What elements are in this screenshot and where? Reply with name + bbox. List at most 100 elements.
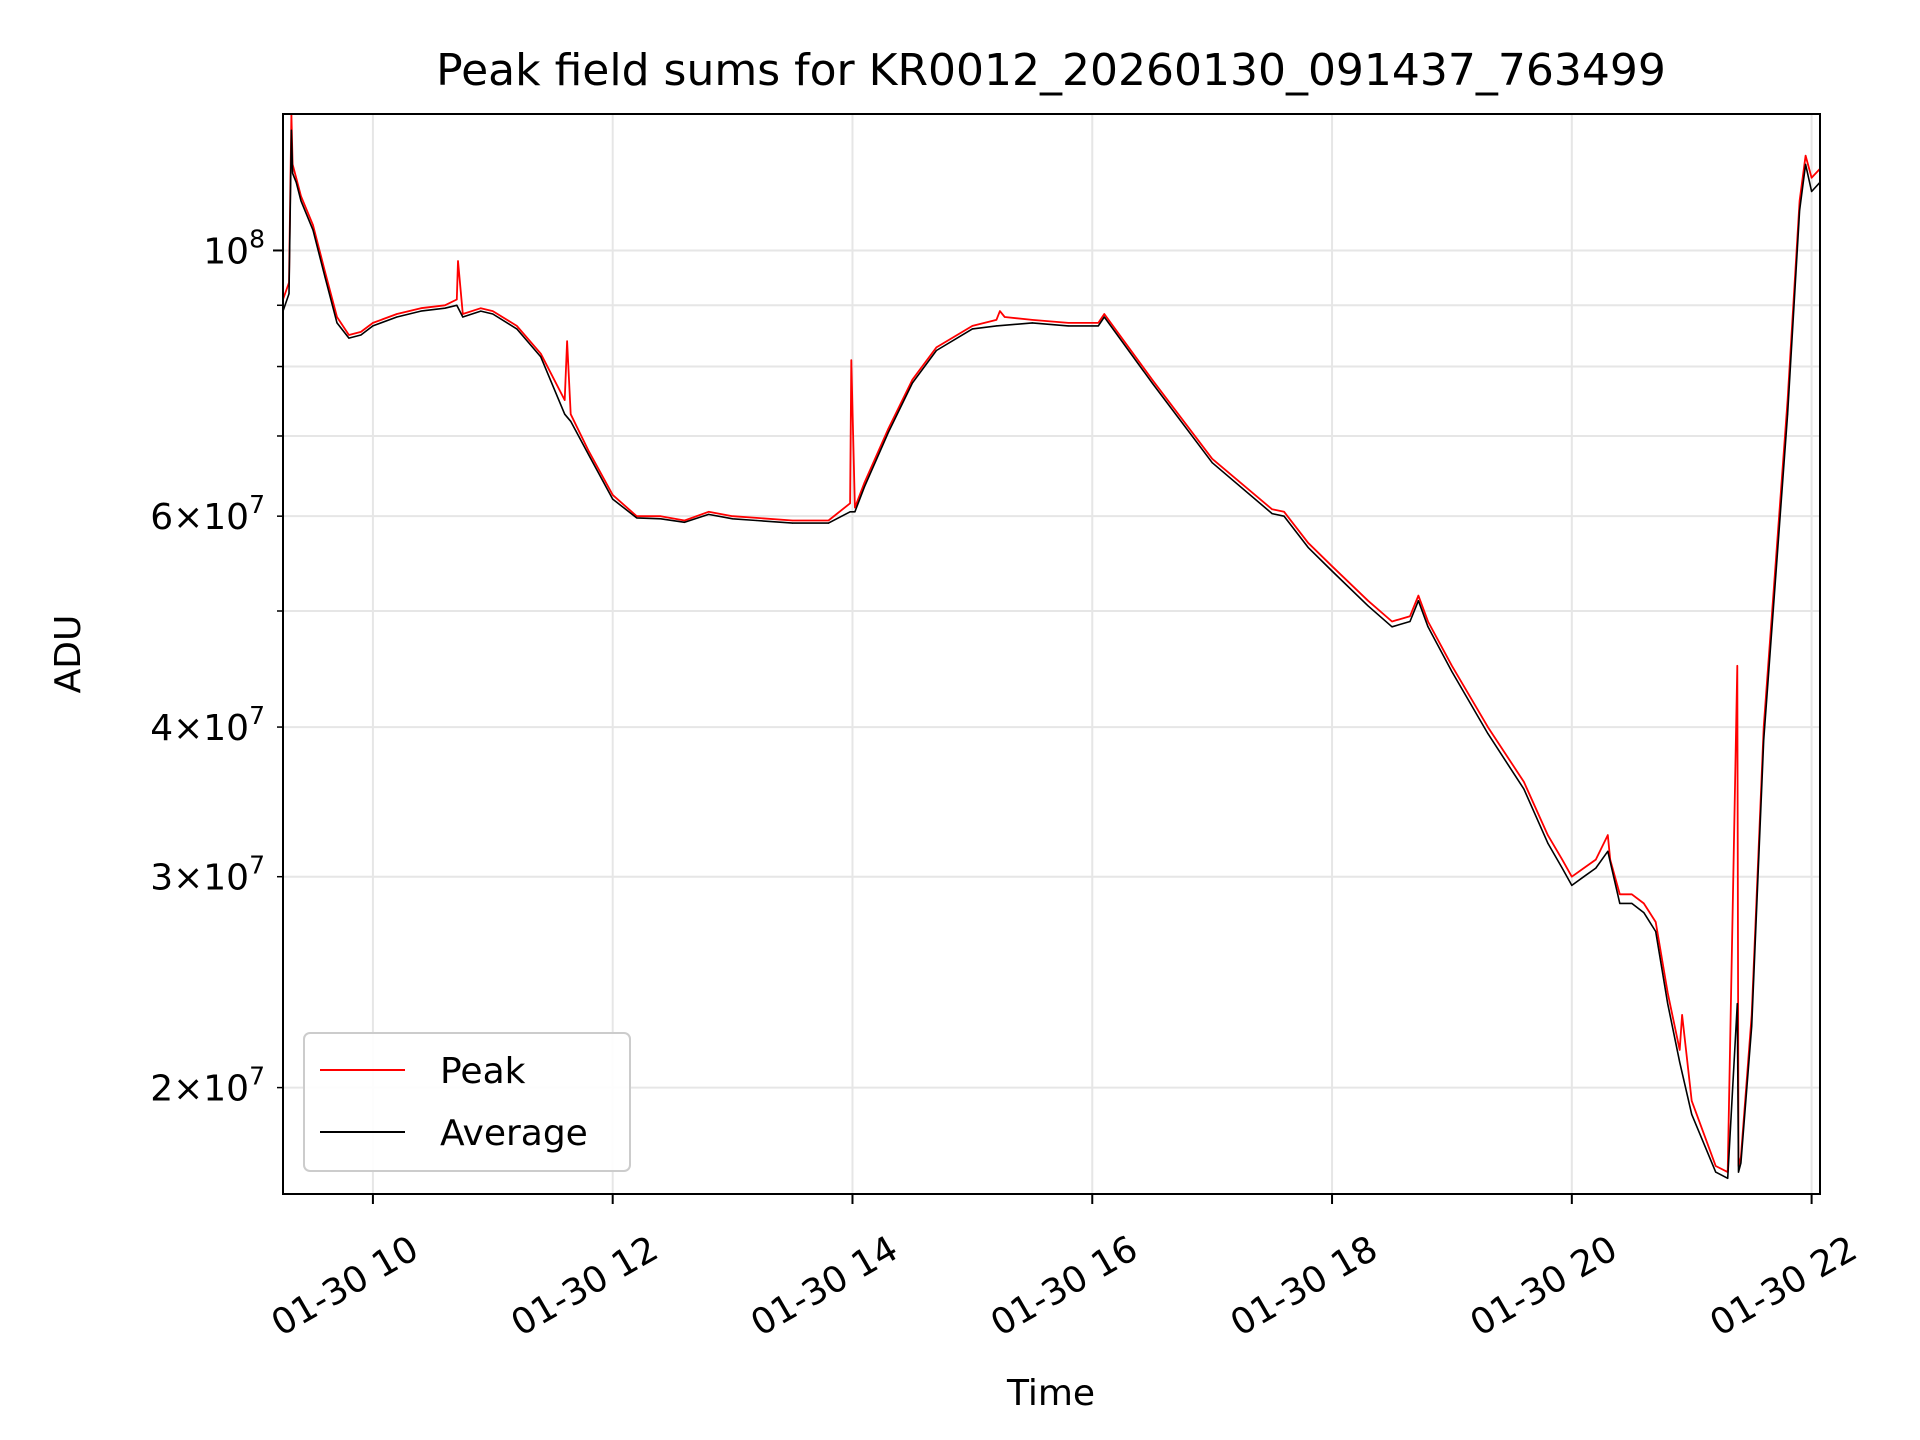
data-point-average — [887, 431, 890, 433]
data-point-average — [732, 518, 734, 520]
data-point-average — [1031, 322, 1033, 324]
data-point-peak — [1736, 665, 1738, 667]
data-point-average — [456, 304, 458, 306]
data-point-average — [708, 513, 710, 516]
data-point-peak — [1367, 600, 1369, 602]
data-point-average — [849, 511, 851, 513]
data-point-average — [396, 316, 398, 318]
data-point-average — [1417, 600, 1419, 602]
data-point-average — [1631, 902, 1633, 905]
data-point-average — [1643, 912, 1645, 914]
data-point-average — [1571, 884, 1573, 887]
data-point-peak — [999, 310, 1001, 312]
data-point-average — [863, 486, 866, 488]
data-point-peak — [1571, 876, 1573, 878]
data-point-peak — [1681, 1014, 1683, 1016]
y-axis-label: ADU — [48, 615, 89, 694]
data-point-peak — [1561, 859, 1563, 861]
data-point-peak — [850, 359, 852, 361]
data-point-average — [1283, 515, 1285, 517]
data-point-peak — [1409, 615, 1411, 617]
data-point-peak — [1655, 921, 1657, 923]
data-point-peak — [887, 428, 890, 430]
data-point-peak — [935, 346, 938, 348]
legend: Peak Average — [303, 1032, 631, 1172]
data-point-average — [444, 307, 446, 309]
data-point-average — [1331, 570, 1333, 572]
data-point-peak — [360, 331, 362, 333]
data-point-average — [971, 328, 974, 330]
data-point-average — [1367, 605, 1369, 607]
data-point-peak — [516, 325, 518, 327]
data-point-average — [1487, 733, 1489, 735]
data-point-peak — [1679, 1049, 1681, 1051]
data-point-peak — [1097, 322, 1099, 324]
data-point-peak — [444, 304, 446, 306]
data-point-average — [1523, 788, 1525, 790]
data-point-average — [1427, 626, 1429, 628]
data-point-peak — [854, 507, 856, 509]
data-point-average — [1787, 413, 1789, 415]
data-point-peak — [1487, 726, 1489, 728]
data-point-average — [1736, 1003, 1738, 1005]
data-point-peak — [732, 515, 734, 517]
data-point-average — [827, 522, 830, 524]
data-point-average — [1691, 1113, 1693, 1115]
data-point-peak — [457, 260, 459, 262]
y-tick-label: 6×107 — [150, 490, 265, 538]
data-point-average — [1595, 867, 1597, 869]
data-point-peak — [1417, 595, 1419, 597]
data-point-peak — [396, 313, 398, 315]
data-point-average — [570, 420, 572, 422]
data-point-average — [1655, 930, 1657, 933]
data-point-peak — [570, 413, 572, 415]
series-layer — [282, 113, 1821, 1180]
data-point-peak — [1691, 1100, 1693, 1102]
legend-label-average: Average — [440, 1113, 588, 1154]
data-point-average — [1763, 739, 1765, 741]
data-point-peak — [1067, 322, 1069, 324]
grid-layer — [283, 114, 1820, 1194]
data-point-peak — [566, 340, 568, 342]
data-point-average — [1409, 620, 1411, 623]
data-point-average — [480, 310, 482, 312]
data-point-average — [324, 276, 326, 278]
data-point-average — [1751, 1025, 1753, 1027]
data-point-peak — [1451, 665, 1453, 667]
data-point-peak — [1799, 200, 1801, 202]
data-point-average — [348, 337, 350, 339]
data-point-peak — [1331, 565, 1333, 567]
data-point-peak — [1595, 859, 1597, 861]
data-point-average — [995, 325, 998, 327]
data-point-peak — [462, 313, 464, 315]
legend-label-peak: Peak — [440, 1051, 526, 1092]
data-point-peak — [1583, 867, 1585, 869]
data-point-peak — [791, 519, 794, 522]
data-point-average — [420, 310, 422, 312]
data-point-peak — [971, 325, 974, 327]
data-point-peak — [492, 310, 494, 312]
data-point-peak — [1607, 834, 1609, 836]
data-point-peak — [1271, 508, 1273, 510]
data-point-average — [1547, 842, 1549, 844]
y-axis-ticks: 108 2×107 3×107 4×107 6×107 — [150, 224, 283, 1110]
data-point-average — [854, 511, 856, 513]
data-point-average — [1805, 163, 1807, 165]
data-point-peak — [348, 334, 350, 336]
data-point-peak — [1307, 542, 1309, 544]
data-point-average — [492, 313, 494, 315]
data-point-peak — [1631, 893, 1633, 895]
data-point-peak — [708, 511, 710, 513]
data-point-average — [684, 521, 686, 523]
data-point-peak — [1211, 458, 1213, 460]
data-point-average — [1799, 209, 1801, 211]
data-point-peak — [756, 517, 758, 519]
data-point-peak — [1619, 893, 1621, 895]
data-point-average — [1103, 316, 1105, 318]
data-point-average — [540, 356, 542, 358]
data-point-average — [336, 322, 338, 324]
data-point-average — [1727, 1177, 1729, 1179]
data-point-average — [516, 328, 518, 330]
